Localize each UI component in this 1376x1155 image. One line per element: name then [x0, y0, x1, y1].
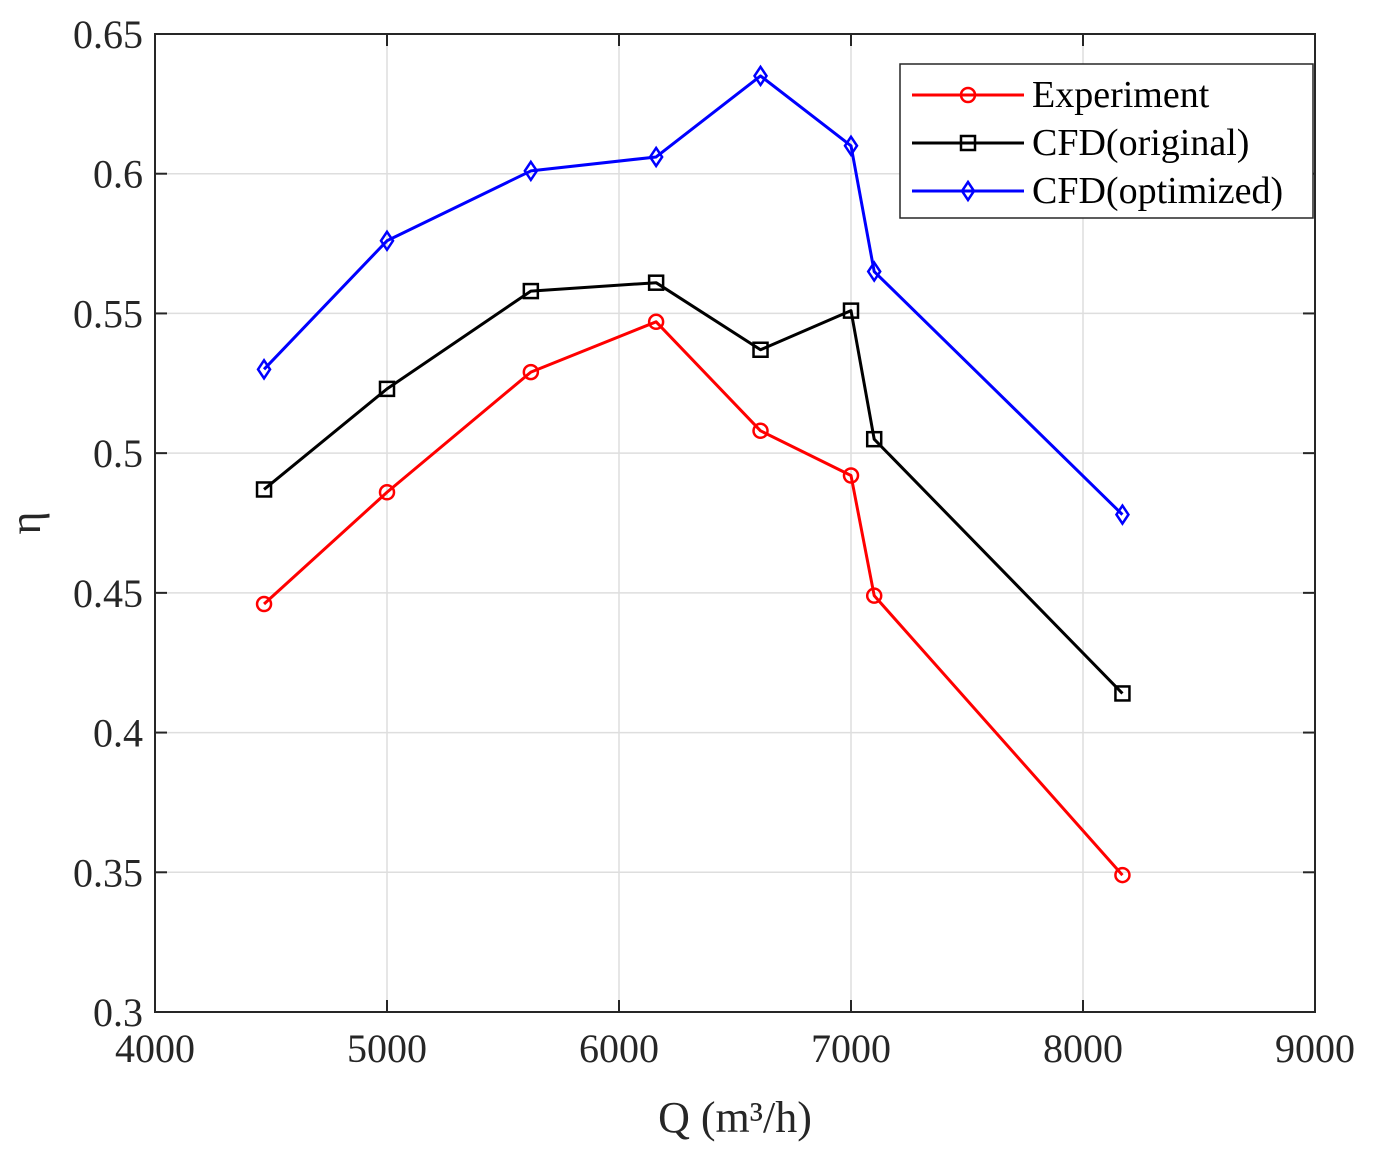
data-point: [522, 282, 540, 300]
x-tick-label: 8000: [1043, 1026, 1123, 1071]
y-tick-label: 0.6: [93, 152, 143, 197]
y-tick-label: 0.55: [73, 291, 143, 336]
data-point: [866, 260, 882, 283]
legend-marker: [959, 134, 977, 152]
legend-marker: [960, 179, 976, 203]
x-tick-label: 6000: [579, 1026, 659, 1071]
series-0: [255, 313, 1131, 884]
data-point: [647, 274, 665, 291]
data-point: [752, 341, 769, 359]
y-tick-label: 0.35: [73, 850, 143, 895]
legend-label: Experiment: [1032, 74, 1210, 116]
data-point: [255, 595, 273, 613]
data-point: [842, 467, 860, 484]
x-axis-title: Q (m³/h): [658, 1093, 812, 1142]
data-point: [842, 302, 860, 319]
y-tick-label: 0.65: [73, 12, 143, 57]
series-2: [256, 64, 1130, 526]
plot-frame: [154, 33, 1316, 1013]
x-tick-label: 7000: [811, 1026, 891, 1071]
data-point: [843, 134, 859, 158]
data-point: [648, 145, 664, 169]
data-point: [752, 422, 769, 440]
y-axis-title: η: [1, 511, 50, 534]
data-point: [378, 380, 396, 398]
tick-labels: 4000 5000 6000 7000 8000 9000 0.3 0.35 0.4 0.45 0.…: [73, 12, 1355, 1071]
series-line: [263, 320, 1124, 877]
series-layer: [255, 64, 1131, 884]
data-point: [522, 363, 540, 381]
series-1: [255, 274, 1131, 702]
y-tick-label: 0.5: [93, 431, 143, 476]
data-point: [753, 64, 769, 88]
data-point: [1114, 866, 1131, 884]
x-tick-label: 5000: [347, 1026, 427, 1071]
y-tick-label: 0.3: [93, 990, 143, 1035]
data-point: [523, 159, 539, 183]
series-line: [263, 281, 1124, 695]
legend-label: CFD(optimized): [1032, 170, 1283, 212]
data-point: [255, 481, 273, 498]
data-point: [1114, 685, 1131, 702]
data-point: [865, 587, 883, 604]
legend: Experiment CFD(original) CFD(optimized): [899, 63, 1314, 219]
legend-label: CFD(original): [1032, 122, 1249, 164]
y-tick-label: 0.45: [73, 571, 143, 616]
data-point: [1114, 503, 1130, 526]
data-point: [647, 313, 665, 331]
data-point: [865, 430, 883, 448]
series-line: [262, 74, 1124, 516]
data-point: [379, 229, 395, 253]
legend-marker: [959, 86, 977, 104]
data-point: [256, 358, 272, 381]
data-point: [378, 484, 396, 501]
y-tick-label: 0.4: [93, 711, 143, 756]
x-tick-label: 9000: [1275, 1026, 1355, 1071]
x-tick-label: 4000: [115, 1026, 195, 1071]
